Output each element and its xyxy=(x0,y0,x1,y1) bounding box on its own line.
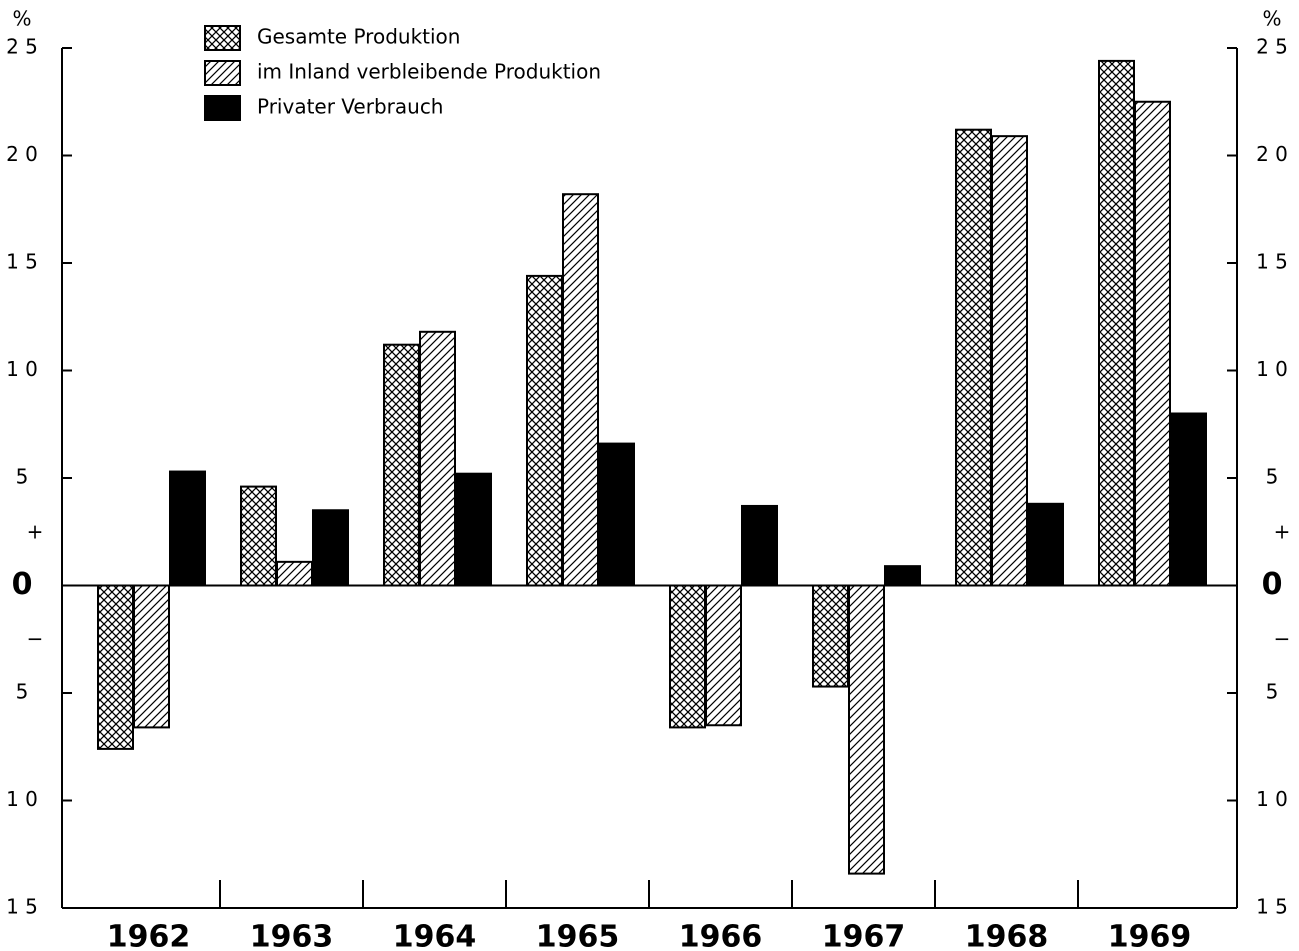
sign-label: + xyxy=(27,520,44,544)
legend-swatch xyxy=(204,25,241,51)
bar xyxy=(526,274,563,587)
y2-tick-label: 5 xyxy=(1266,680,1279,704)
bar xyxy=(848,584,885,875)
bar xyxy=(598,442,635,587)
y2-tick-label: 2 5 xyxy=(1256,35,1288,59)
bar xyxy=(991,135,1028,587)
bar xyxy=(705,584,742,727)
bar xyxy=(1170,412,1207,587)
bar xyxy=(276,560,313,587)
bar xyxy=(741,504,778,587)
bar xyxy=(383,343,420,587)
bar xyxy=(955,128,992,587)
legend-label: Privater Verbrauch xyxy=(257,95,443,119)
bar xyxy=(669,584,706,729)
sign-label: − xyxy=(1274,627,1291,651)
y2-tick-label: 5 xyxy=(1266,465,1279,489)
x-tick-label: 1969 xyxy=(1108,920,1192,951)
y-tick-label: 5 xyxy=(16,680,29,704)
legend-label: im Inland verbleibende Produktion xyxy=(257,60,601,84)
legend-swatch xyxy=(204,60,241,86)
y-tick-label: 5 xyxy=(16,465,29,489)
x-tick-label: 1965 xyxy=(536,920,620,951)
y-tick-label: 1 0 xyxy=(6,357,38,381)
y-tick-label: 0 xyxy=(12,567,33,602)
y2-tick-label: 1 0 xyxy=(1256,787,1288,811)
y2-tick-label: 2 0 xyxy=(1256,142,1288,166)
sign-label: − xyxy=(27,627,44,651)
unit-label: % xyxy=(12,7,31,31)
x-tick-label: 1963 xyxy=(250,920,334,951)
bar xyxy=(169,470,206,587)
x-tick-label: 1964 xyxy=(393,920,477,951)
x-tick-label: 1967 xyxy=(822,920,906,951)
y-tick-label: 1 0 xyxy=(6,787,38,811)
bar xyxy=(240,485,277,587)
bar xyxy=(1134,100,1171,587)
bar xyxy=(133,584,170,729)
bar xyxy=(455,472,492,587)
bar xyxy=(419,330,456,587)
y-tick-label: 2 5 xyxy=(6,35,38,59)
bar xyxy=(1098,59,1135,587)
y2-tick-label: 1 0 xyxy=(1256,357,1288,381)
y-tick-label: 2 0 xyxy=(6,142,38,166)
legend-label: Gesamte Produktion xyxy=(257,25,460,49)
y2-tick-label: 0 xyxy=(1262,567,1283,602)
bar xyxy=(562,193,599,587)
bar xyxy=(1027,502,1064,587)
y2-tick-label: 1 5 xyxy=(1256,895,1288,919)
x-tick-label: 1966 xyxy=(679,920,763,951)
y2-tick-label: 1 5 xyxy=(1256,250,1288,274)
sign-label: + xyxy=(1274,520,1291,544)
y-tick-label: 1 5 xyxy=(6,895,38,919)
bar xyxy=(97,584,134,750)
bar xyxy=(884,565,921,587)
bar xyxy=(312,509,349,587)
x-tick-label: 1962 xyxy=(107,920,191,951)
legend-swatch xyxy=(204,95,241,121)
x-tick-label: 1968 xyxy=(965,920,1049,951)
y-tick-label: 1 5 xyxy=(6,250,38,274)
unit-label: % xyxy=(1262,7,1281,31)
bar xyxy=(812,584,849,688)
